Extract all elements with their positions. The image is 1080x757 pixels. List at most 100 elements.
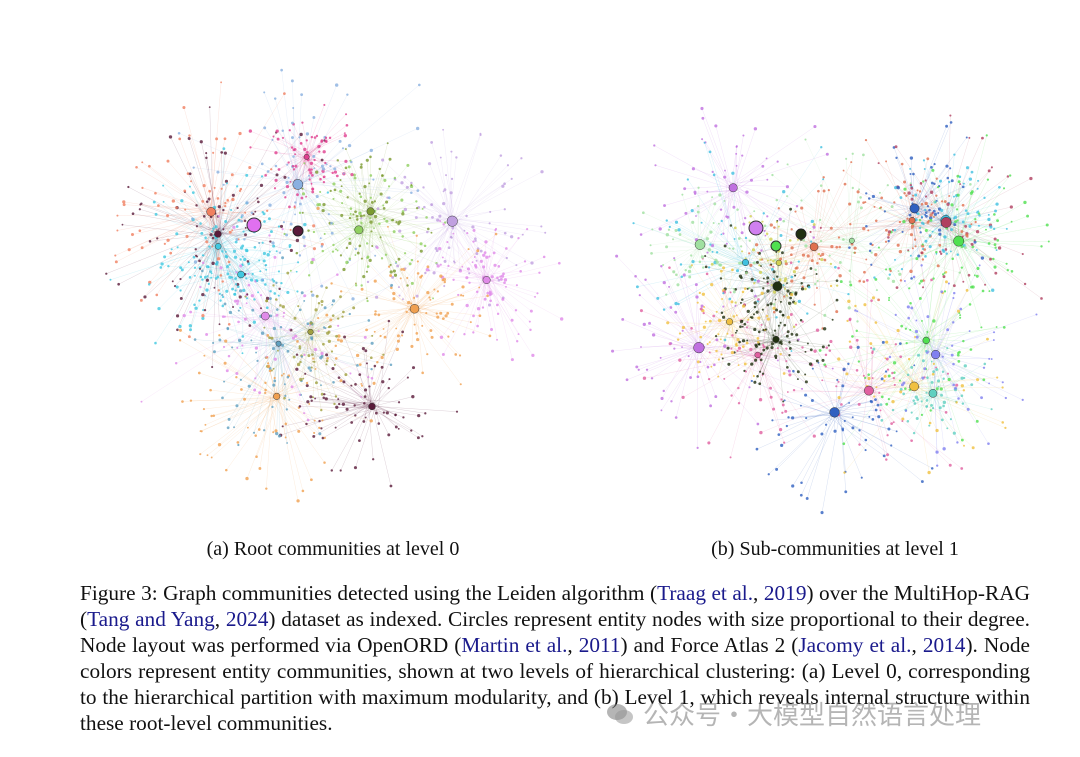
edge bbox=[671, 345, 700, 402]
node bbox=[973, 239, 976, 242]
node bbox=[765, 232, 769, 235]
edge bbox=[368, 206, 371, 261]
edge bbox=[219, 232, 292, 251]
node bbox=[147, 283, 151, 286]
edge bbox=[758, 356, 771, 389]
edge bbox=[817, 249, 891, 272]
edge bbox=[415, 295, 488, 308]
node bbox=[284, 436, 287, 439]
node bbox=[848, 317, 852, 321]
edge bbox=[735, 183, 768, 217]
node bbox=[275, 281, 278, 285]
node bbox=[405, 185, 409, 189]
edge bbox=[370, 399, 400, 403]
node bbox=[706, 251, 709, 254]
edge bbox=[346, 232, 360, 263]
node bbox=[311, 174, 314, 177]
node bbox=[966, 212, 970, 216]
edge bbox=[372, 217, 374, 247]
edge bbox=[915, 186, 964, 209]
node bbox=[877, 162, 880, 165]
node bbox=[499, 275, 502, 278]
edge bbox=[867, 377, 925, 392]
node bbox=[365, 270, 369, 273]
edge bbox=[274, 158, 307, 189]
edge bbox=[755, 358, 772, 398]
node bbox=[963, 364, 967, 368]
node bbox=[1001, 381, 1004, 384]
edge bbox=[922, 291, 946, 346]
edge bbox=[276, 320, 369, 347]
edge bbox=[491, 276, 513, 360]
node bbox=[910, 411, 913, 414]
edge bbox=[944, 180, 979, 221]
edge bbox=[768, 410, 836, 475]
node bbox=[320, 392, 324, 396]
node bbox=[762, 277, 765, 280]
node bbox=[936, 264, 940, 268]
edge bbox=[354, 177, 356, 225]
node bbox=[370, 341, 374, 345]
node bbox=[275, 313, 279, 317]
node bbox=[792, 270, 797, 274]
edge bbox=[363, 348, 372, 407]
edge bbox=[666, 245, 701, 295]
node bbox=[815, 359, 819, 363]
edge bbox=[932, 314, 1037, 353]
edge bbox=[304, 334, 335, 405]
edge bbox=[947, 225, 986, 285]
edge bbox=[879, 207, 955, 242]
node bbox=[354, 247, 357, 251]
edge bbox=[936, 395, 962, 400]
node bbox=[236, 206, 239, 210]
node bbox=[287, 161, 290, 164]
node bbox=[741, 339, 746, 343]
node bbox=[758, 343, 761, 346]
edge bbox=[316, 331, 336, 365]
node bbox=[424, 271, 427, 275]
node bbox=[212, 414, 216, 417]
node bbox=[918, 296, 922, 300]
node bbox=[835, 298, 839, 302]
node bbox=[506, 164, 510, 167]
edge bbox=[674, 246, 702, 261]
node bbox=[766, 289, 770, 293]
node bbox=[755, 310, 759, 314]
edge bbox=[853, 239, 872, 253]
edge bbox=[856, 330, 931, 346]
node bbox=[776, 347, 779, 350]
edge bbox=[701, 139, 733, 192]
edge bbox=[141, 216, 212, 301]
edge bbox=[307, 137, 316, 158]
node bbox=[259, 183, 264, 187]
node bbox=[680, 275, 683, 278]
node bbox=[282, 372, 285, 375]
node bbox=[738, 340, 741, 344]
node bbox=[346, 196, 349, 199]
edge bbox=[360, 234, 368, 302]
node bbox=[309, 321, 313, 325]
node bbox=[199, 140, 203, 144]
edge bbox=[304, 104, 325, 158]
node bbox=[880, 419, 884, 422]
node bbox=[981, 289, 985, 293]
node bbox=[230, 208, 233, 211]
node bbox=[835, 385, 838, 388]
node bbox=[743, 287, 747, 290]
node bbox=[718, 193, 722, 197]
node bbox=[315, 294, 319, 298]
node bbox=[380, 355, 384, 360]
edge bbox=[639, 295, 697, 348]
edge bbox=[698, 245, 740, 264]
edge bbox=[270, 315, 283, 347]
node bbox=[968, 224, 972, 228]
node bbox=[324, 327, 327, 330]
edge bbox=[913, 391, 935, 434]
edge bbox=[272, 139, 298, 186]
node bbox=[289, 228, 292, 231]
edge bbox=[217, 228, 280, 289]
node bbox=[960, 230, 964, 233]
node bbox=[720, 311, 724, 314]
node bbox=[770, 342, 775, 346]
edge bbox=[368, 201, 376, 209]
